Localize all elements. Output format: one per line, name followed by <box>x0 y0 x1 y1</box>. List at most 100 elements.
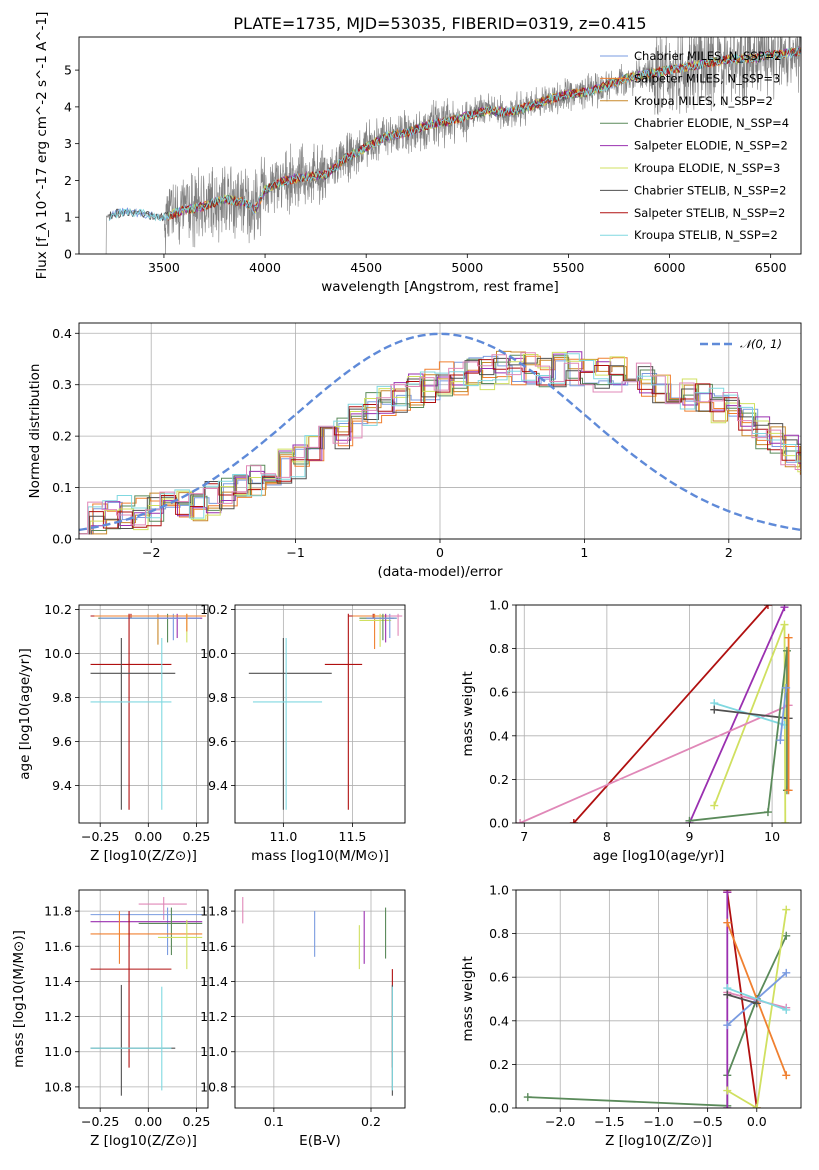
y-axis-label: mass weight <box>460 956 476 1041</box>
y-tick-label: 0.2 <box>52 429 72 444</box>
weight-marker <box>784 633 793 642</box>
y-axis-label: mass weight <box>460 671 476 756</box>
x-axis-label: wavelength [Angstrom, rest frame] <box>321 279 559 295</box>
x-tick-label: 0 <box>436 545 444 560</box>
weight-line <box>689 650 788 822</box>
weight-marker <box>782 968 791 977</box>
y-tick-label: 11.6 <box>200 939 228 954</box>
y-tick-label: 11.8 <box>44 904 72 919</box>
x-tick-label: −1.0 <box>643 1114 673 1129</box>
weight-series <box>685 605 789 823</box>
legend-label: Kroupa MILES, N_SSP=2 <box>634 94 773 108</box>
weight-series <box>723 984 791 1014</box>
errorbar-point <box>252 638 323 810</box>
weight-marker <box>569 819 578 823</box>
y-tick-label: 9.6 <box>52 734 72 749</box>
panels: 3500 4000 4500 5000 5500 6000 6500 0 1 2 3 4 5 wavele… <box>11 12 802 1149</box>
weight-vs-Z-axes: −2.0 −1.5 −1.0 −0.5 0.0 0.0 0.2 0.4 0.6 0.8 1.0 Z [… <box>460 883 802 1149</box>
y-tick-label: 11.2 <box>200 1009 228 1024</box>
x-tick-label: 0.0 <box>747 1114 767 1129</box>
y-tick-label: 9.4 <box>208 778 228 793</box>
weight-marker <box>776 736 785 745</box>
age-vs-mass-axes: 11.0 11.5 9.4 9.6 9.8 10.0 10.2 mass [log10(M/M… <box>200 602 406 864</box>
y-axis-label: age [log10(age/yr)] <box>17 648 33 780</box>
weight-series <box>569 605 772 823</box>
y-tick-label: 1.0 <box>489 883 509 898</box>
errorbar-point <box>324 613 363 810</box>
histogram-series <box>79 351 801 535</box>
y-tick-label: 0.0 <box>489 1101 509 1116</box>
x-tick-label: 2 <box>725 545 733 560</box>
y-tick-label: 11.8 <box>200 904 228 919</box>
weight-marker <box>763 808 772 817</box>
y-tick-label: 0.0 <box>489 816 509 831</box>
y-tick-label: 1.0 <box>489 598 509 613</box>
errorbar-point <box>138 897 187 920</box>
weight-series <box>776 683 791 745</box>
x-tick-label: 4500 <box>350 260 382 275</box>
errorbar-point <box>90 911 203 947</box>
spectrum-lines <box>105 37 801 254</box>
histogram-series <box>79 359 801 535</box>
x-axis-label: (data-model)/error <box>377 564 503 580</box>
weight-series <box>784 633 793 795</box>
weight-line <box>714 708 789 720</box>
y-tick-label: 10.2 <box>44 602 72 617</box>
y-tick-label: 9.8 <box>208 690 228 705</box>
weight-marker <box>782 905 791 914</box>
legend-label: Salpeter ELODIE, N_SSP=2 <box>634 139 788 153</box>
x-axis-label: Z [log10(Z/Z⊙)] <box>605 1133 712 1149</box>
axes-frame <box>78 322 802 540</box>
x-tick-label: 7 <box>520 829 528 844</box>
errorbar-point <box>352 613 394 650</box>
spectrum-axes: 3500 4000 4500 5000 5500 6000 6500 0 1 2 3 4 5 wavele… <box>34 12 802 295</box>
y-tick-label: 0.8 <box>489 926 509 941</box>
mass-vs-Z-axes: −0.25 0.00 0.25 10.8 11.0 11.2 11.4 11.6 11.8 Z [… <box>11 889 211 1149</box>
x-tick-label: 9 <box>686 829 694 844</box>
axes-frame <box>515 604 802 824</box>
x-tick-label: 0.25 <box>183 1114 211 1129</box>
model-spectrum-line <box>108 46 801 222</box>
y-tick-label: 10.0 <box>44 646 72 661</box>
x-tick-label: 0.00 <box>134 829 162 844</box>
errorbar-point <box>138 907 203 956</box>
y-tick-label: 5 <box>64 63 72 78</box>
x-axis-label: E(B-V) <box>299 1133 341 1149</box>
weight-marker <box>782 646 791 655</box>
y-tick-label: 11.4 <box>200 974 228 989</box>
x-tick-label: 1 <box>580 545 588 560</box>
weight-marker <box>780 605 789 612</box>
legend: Chabrier MILES, N_SSP=2 Salpeter MILES, N… <box>600 49 789 242</box>
weight-marker <box>782 931 791 940</box>
y-tick-label: 0.6 <box>489 970 509 985</box>
y-tick-label: 0.6 <box>489 685 509 700</box>
x-tick-label: 5000 <box>451 260 483 275</box>
x-tick-label: 0.25 <box>183 829 211 844</box>
y-tick-label: 4 <box>64 99 72 114</box>
errorbars <box>90 613 207 810</box>
errorbar-point <box>157 613 203 639</box>
x-tick-label: 11.5 <box>339 829 367 844</box>
y-tick-label: 11.0 <box>44 1044 72 1059</box>
weight-marker <box>752 1104 761 1108</box>
errorbar-point <box>90 638 172 810</box>
x-tick-label: 0.1 <box>264 1114 284 1129</box>
errorbar-point <box>90 986 172 1091</box>
errorbar-point <box>366 613 397 639</box>
weight-series <box>723 990 761 1008</box>
weight-marker <box>523 1093 532 1102</box>
y-tick-label: 10.8 <box>200 1079 228 1094</box>
legend-label: Salpeter STELIB, N_SSP=2 <box>634 206 785 220</box>
legend-label: Chabrier ELODIE, N_SSP=4 <box>634 116 789 130</box>
y-tick-label: 0.0 <box>52 532 72 547</box>
x-tick-label: 5500 <box>553 260 585 275</box>
histograms <box>79 332 801 535</box>
x-tick-label: 4000 <box>249 260 281 275</box>
histogram-series <box>79 353 801 535</box>
errorbars <box>248 613 403 810</box>
weight-series <box>710 620 790 823</box>
weight-marker <box>723 890 732 897</box>
weight-lines <box>516 605 793 823</box>
legend-label: Chabrier STELIB, N_SSP=2 <box>634 183 786 197</box>
x-tick-label: −1 <box>286 545 304 560</box>
